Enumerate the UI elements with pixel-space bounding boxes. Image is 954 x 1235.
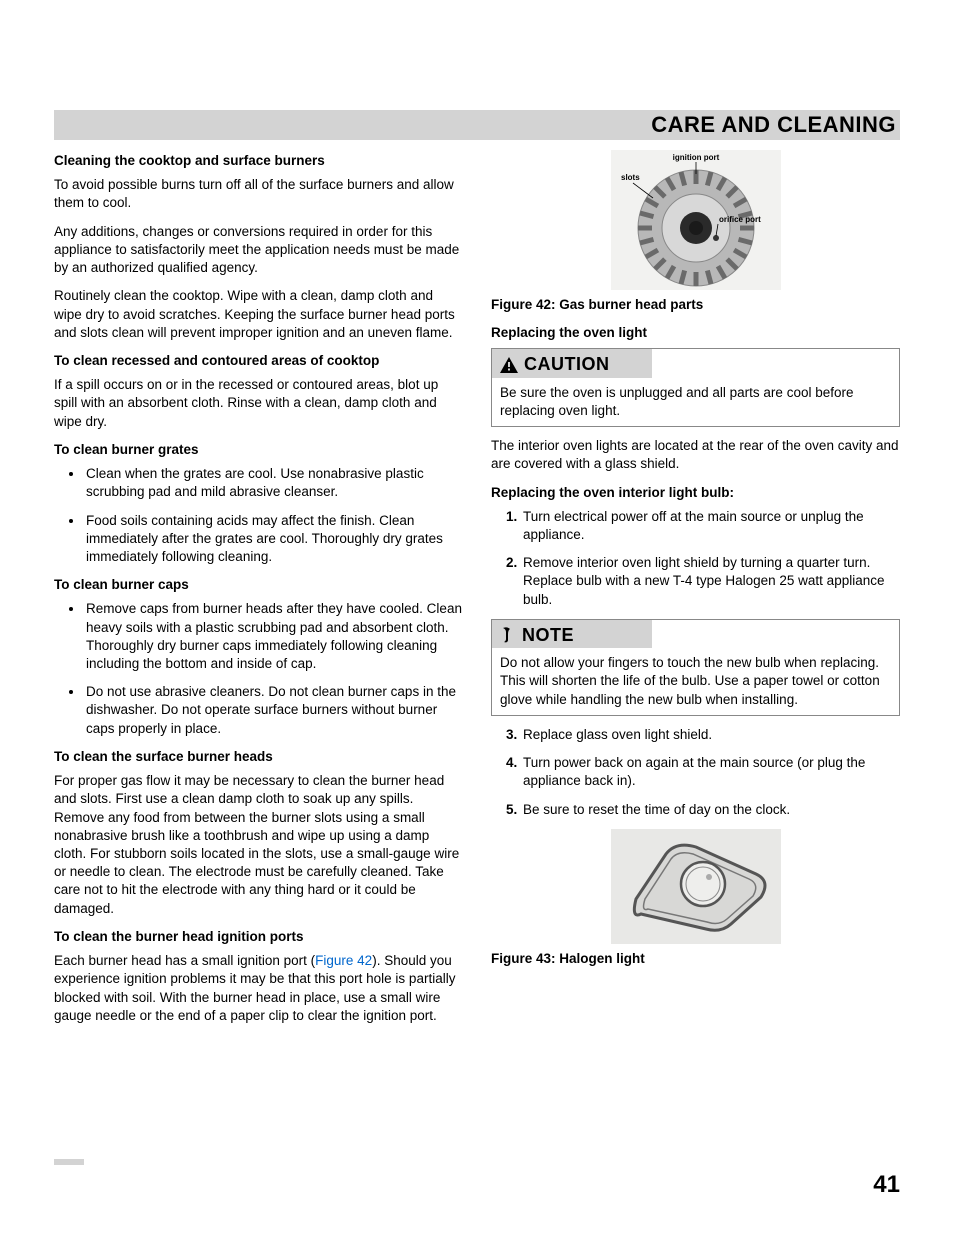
list-item: Replace glass oven light shield. xyxy=(521,726,900,744)
text: Each burner head has a small ignition po… xyxy=(54,953,315,968)
heading-caps: To clean burner caps xyxy=(54,576,463,594)
list-item: Remove caps from burner heads after they… xyxy=(84,600,463,673)
figure-43-image xyxy=(611,829,781,944)
note-icon xyxy=(500,626,516,644)
note-label: NOTE xyxy=(522,623,574,647)
para: If a spill occurs on or in the recessed … xyxy=(54,376,463,431)
caution-body: Be sure the oven is unplugged and all pa… xyxy=(492,378,899,426)
list-item: Remove interior oven light shield by tur… xyxy=(521,554,900,609)
para: Routinely clean the cooktop. Wipe with a… xyxy=(54,287,463,342)
page-number: 41 xyxy=(873,1171,900,1199)
list-caps: Remove caps from burner heads after they… xyxy=(54,600,463,738)
page-header: CARE AND CLEANING xyxy=(54,110,900,140)
list-item: Do not use abrasive cleaners. Do not cle… xyxy=(84,683,463,738)
heading-ignition-ports: To clean the burner head ignition ports xyxy=(54,928,463,946)
caution-label: CAUTION xyxy=(524,352,610,376)
para: To avoid possible burns turn off all of … xyxy=(54,176,463,212)
footer-accent xyxy=(54,1159,84,1165)
figure-43-caption: Figure 43: Halogen light xyxy=(491,950,900,968)
list-replace-bulb-b: Replace glass oven light shield. Turn po… xyxy=(491,726,900,819)
note-callout: NOTE Do not allow your fingers to touch … xyxy=(491,619,900,716)
page-title: CARE AND CLEANING xyxy=(651,112,896,138)
list-item: Be sure to reset the time of day on the … xyxy=(521,801,900,819)
note-header: NOTE xyxy=(492,620,652,648)
list-grates: Clean when the grates are cool. Use nona… xyxy=(54,465,463,566)
list-item: Turn electrical power off at the main so… xyxy=(521,508,900,544)
figure-42-container: ignition port slots orifice port Figure … xyxy=(491,150,900,314)
list-item: Food soils containing acids may affect t… xyxy=(84,512,463,567)
heading-replace-bulb: Replacing the oven interior light bulb: xyxy=(491,484,900,502)
para: Each burner head has a small ignition po… xyxy=(54,952,463,1025)
figure-42-caption: Figure 42: Gas burner head parts xyxy=(491,296,900,314)
figure-43-container: Figure 43: Halogen light xyxy=(491,829,900,968)
list-item: Turn power back on again at the main sou… xyxy=(521,754,900,790)
page-content: Cleaning the cooktop and surface burners… xyxy=(54,150,900,1155)
label-ignition: ignition port xyxy=(672,153,719,162)
figure-42-image: ignition port slots orifice port xyxy=(611,150,781,290)
heading-recessed: To clean recessed and contoured areas of… xyxy=(54,352,463,370)
warning-icon xyxy=(500,357,518,373)
figure-42-link[interactable]: Figure 42 xyxy=(315,953,372,968)
label-slots: slots xyxy=(621,173,640,182)
heading-burner-heads: To clean the surface burner heads xyxy=(54,748,463,766)
note-body: Do not allow your fingers to touch the n… xyxy=(492,648,899,715)
para: For proper gas flow it may be necessary … xyxy=(54,772,463,918)
heading-cleaning-cooktop: Cleaning the cooktop and surface burners xyxy=(54,152,463,170)
caution-header: CAUTION xyxy=(492,349,652,377)
heading-replacing-light: Replacing the oven light xyxy=(491,324,900,342)
list-replace-bulb-a: Turn electrical power off at the main so… xyxy=(491,508,900,609)
para: Any additions, changes or conversions re… xyxy=(54,223,463,278)
label-orifice: orifice port xyxy=(719,215,761,224)
para: The interior oven lights are located at … xyxy=(491,437,900,473)
caution-callout: CAUTION Be sure the oven is unplugged an… xyxy=(491,348,900,427)
list-item: Clean when the grates are cool. Use nona… xyxy=(84,465,463,501)
heading-grates: To clean burner grates xyxy=(54,441,463,459)
